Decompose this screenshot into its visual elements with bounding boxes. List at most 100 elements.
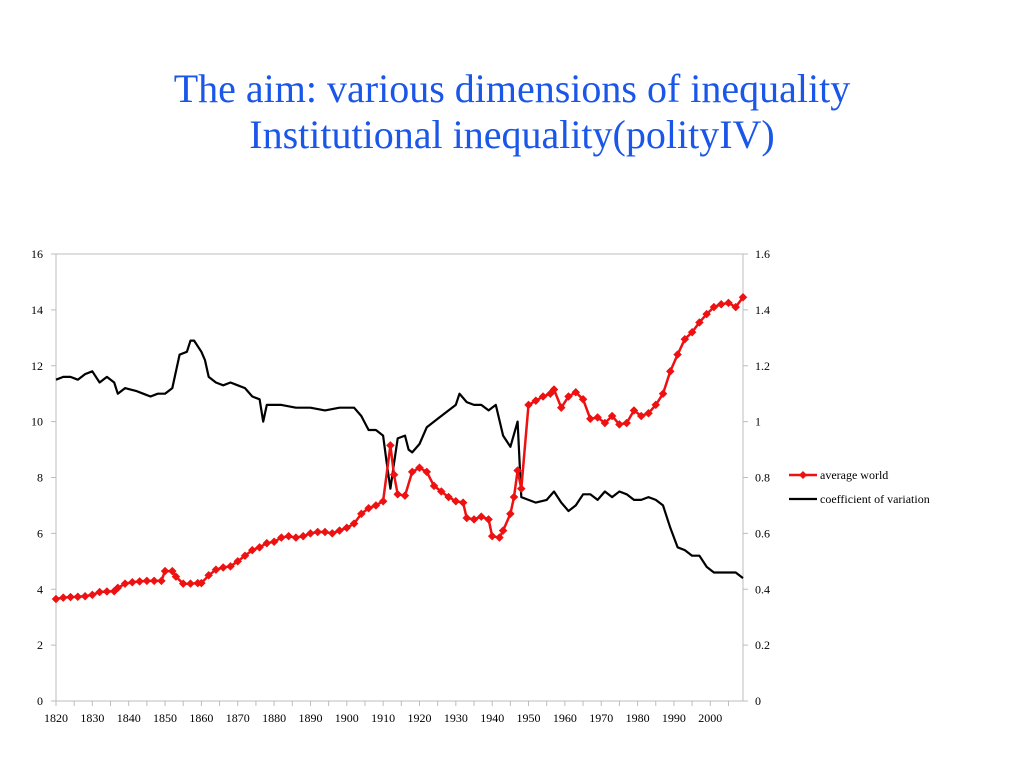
y-tick-label: 6: [37, 526, 43, 540]
point-marker-average-world: [571, 387, 581, 397]
y2-tick-label: 0.6: [755, 526, 770, 540]
point-marker-average-world: [495, 533, 504, 542]
x-tick-label: 1930: [444, 711, 468, 725]
x-tick-label: 1990: [662, 711, 686, 725]
y-tick-label: 8: [37, 471, 43, 485]
point-marker-average-world: [680, 334, 690, 344]
point-marker-average-world: [95, 587, 104, 597]
point-marker-average-world: [349, 519, 359, 528]
point-marker-average-world: [364, 503, 373, 513]
point-marker-average-world: [371, 501, 381, 510]
point-marker-average-world: [211, 565, 221, 575]
x-tick-label: 1890: [298, 711, 322, 725]
point-marker-average-world: [342, 523, 352, 533]
point-marker-average-world: [291, 533, 301, 542]
point-marker-average-world: [731, 302, 741, 312]
point-marker-average-world: [66, 592, 75, 602]
point-marker-average-world: [622, 418, 632, 428]
point-marker-average-world: [513, 466, 522, 475]
point-marker-average-world: [378, 496, 388, 506]
point-marker-average-world: [629, 406, 639, 415]
point-marker-average-world: [462, 513, 472, 523]
point-marker-average-world: [436, 487, 446, 496]
point-marker-average-world: [636, 411, 646, 421]
point-marker-average-world: [178, 579, 188, 589]
point-marker-average-world: [335, 526, 344, 535]
point-marker-average-world: [58, 593, 68, 602]
point-marker-average-world: [415, 463, 424, 473]
y-tick-label: 16: [31, 247, 43, 261]
point-marker-average-world: [524, 400, 533, 410]
point-marker-average-world: [142, 576, 152, 586]
point-marker-average-world: [157, 576, 166, 586]
y-tick-label: 12: [31, 359, 43, 373]
y2-tick-label: 0.4: [755, 582, 770, 596]
point-marker-average-world: [269, 537, 279, 547]
x-tick-label: 1950: [517, 711, 541, 725]
y-axis-right: 0 0.2 0.4 0.6 0.8 1 1.2 1.4 1.6: [743, 247, 770, 708]
point-marker-average-world: [167, 566, 177, 576]
point-marker-average-world: [585, 414, 595, 424]
point-marker-average-world: [538, 392, 548, 401]
x-tick-label: 1910: [371, 711, 395, 725]
x-tick-label: 1840: [117, 711, 141, 725]
point-marker-average-world: [127, 577, 137, 587]
point-marker-average-world: [400, 491, 410, 501]
point-marker-average-world: [651, 400, 661, 410]
point-marker-average-world: [506, 509, 515, 519]
point-marker-average-world: [113, 583, 123, 593]
point-marker-average-world: [484, 515, 493, 524]
point-marker-average-world: [284, 531, 293, 541]
x-tick-label: 1980: [626, 711, 650, 725]
point-marker-average-world: [615, 420, 624, 429]
point-marker-average-world: [247, 545, 257, 555]
point-marker-average-world: [87, 590, 97, 600]
x-tick-label: 1870: [226, 711, 250, 725]
y-tick-label: 14: [31, 303, 43, 317]
legend-marker-average-world: [799, 471, 807, 479]
point-marker-average-world: [593, 413, 602, 422]
y2-tick-label: 1: [755, 415, 761, 429]
point-marker-average-world: [516, 484, 526, 494]
point-marker-average-world: [313, 527, 323, 537]
x-tick-label: 1960: [553, 711, 577, 725]
point-marker-average-world: [695, 318, 704, 327]
point-marker-average-world: [687, 327, 697, 337]
point-marker-average-world: [262, 538, 272, 548]
point-marker-average-world: [327, 529, 337, 538]
y2-tick-label: 0.8: [755, 471, 770, 485]
point-marker-average-world: [102, 587, 112, 596]
point-marker-average-world: [556, 403, 566, 413]
point-marker-average-world: [149, 576, 159, 586]
point-marker-average-world: [356, 509, 366, 519]
point-marker-average-world: [389, 470, 399, 480]
series-layer: [51, 292, 748, 604]
y-tick-label: 10: [31, 415, 43, 429]
point-marker-average-world: [458, 498, 468, 507]
point-marker-average-world: [709, 302, 719, 312]
point-marker-average-world: [564, 392, 573, 401]
point-marker-average-world: [171, 572, 181, 582]
series-line-coefficient-of-variation: [55, 339, 744, 579]
x-tick-label: 1900: [335, 711, 359, 725]
y2-tick-label: 1.6: [755, 247, 770, 261]
point-marker-average-world: [716, 299, 726, 309]
point-marker-average-world: [509, 492, 519, 502]
point-marker-average-world: [240, 551, 250, 561]
point-marker-average-world: [422, 467, 432, 477]
point-marker-average-world: [120, 579, 130, 589]
point-marker-average-world: [531, 396, 541, 406]
point-marker-average-world: [233, 556, 243, 566]
point-marker-average-world: [255, 542, 264, 552]
point-marker-average-world: [298, 531, 308, 541]
x-tick-label: 2000: [698, 711, 722, 725]
series-line-average-world: [55, 296, 745, 601]
point-marker-average-world: [487, 531, 497, 541]
legend-label-average-world: average world: [820, 468, 888, 482]
point-marker-average-world: [135, 577, 144, 586]
y2-tick-label: 0.2: [755, 638, 770, 652]
title-line-2: Institutional inequality(polityIV): [249, 112, 775, 157]
point-marker-average-world: [386, 441, 395, 450]
legend-label-coefficient-of-variation: coefficient of variation: [820, 492, 930, 506]
